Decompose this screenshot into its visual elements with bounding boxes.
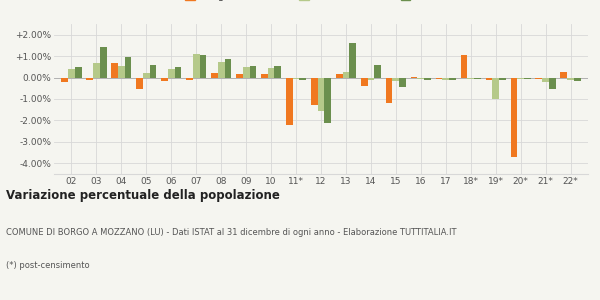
Bar [161,78,168,81]
Bar [75,67,82,78]
Bar [118,66,125,78]
Bar [325,78,331,123]
Bar [542,78,549,82]
Bar [499,78,506,80]
Bar [436,78,442,79]
Bar [93,63,100,78]
Bar [286,78,293,125]
Bar [368,78,374,80]
Legend: Borgo a Mozzano, Provincia di LU, Toscana: Borgo a Mozzano, Provincia di LU, Toscan… [181,0,461,5]
Bar [86,78,93,80]
Bar [175,67,181,78]
Bar [299,78,306,80]
Text: Variazione percentuale della popolazione: Variazione percentuale della popolazione [6,189,280,202]
Bar [567,78,574,80]
Text: (*) post-censimento: (*) post-censimento [6,261,89,270]
Bar [424,78,431,80]
Bar [336,74,343,78]
Bar [274,66,281,78]
Bar [311,78,317,105]
Bar [574,78,581,81]
Bar [218,61,224,78]
Bar [524,78,531,79]
Bar [111,63,118,78]
Bar [343,72,349,78]
Bar [493,78,499,99]
Bar [193,54,200,78]
Bar [236,74,243,78]
Bar [386,78,392,103]
Bar [61,78,68,82]
Bar [68,69,75,78]
Bar [517,78,524,79]
Bar [211,73,218,78]
Bar [411,76,418,78]
Text: COMUNE DI BORGO A MOZZANO (LU) - Dati ISTAT al 31 dicembre di ogni anno - Elabor: COMUNE DI BORGO A MOZZANO (LU) - Dati IS… [6,228,457,237]
Bar [560,72,567,78]
Bar [261,74,268,78]
Bar [125,57,131,78]
Bar [485,78,493,80]
Bar [168,69,175,78]
Bar [186,78,193,80]
Bar [374,65,381,78]
Bar [224,59,231,78]
Bar [392,78,399,81]
Bar [136,78,143,89]
Bar [200,55,206,78]
Bar [149,65,157,78]
Bar [418,78,424,79]
Bar [349,43,356,78]
Bar [511,78,517,157]
Bar [474,78,481,79]
Bar [268,68,274,78]
Bar [399,78,406,87]
Bar [461,55,467,78]
Bar [293,78,299,79]
Bar [549,78,556,89]
Bar [243,67,250,78]
Bar [317,78,325,111]
Bar [100,46,107,78]
Bar [442,78,449,80]
Bar [250,66,256,78]
Bar [535,78,542,79]
Bar [449,78,456,80]
Bar [361,78,368,86]
Bar [467,78,474,79]
Bar [143,73,149,78]
